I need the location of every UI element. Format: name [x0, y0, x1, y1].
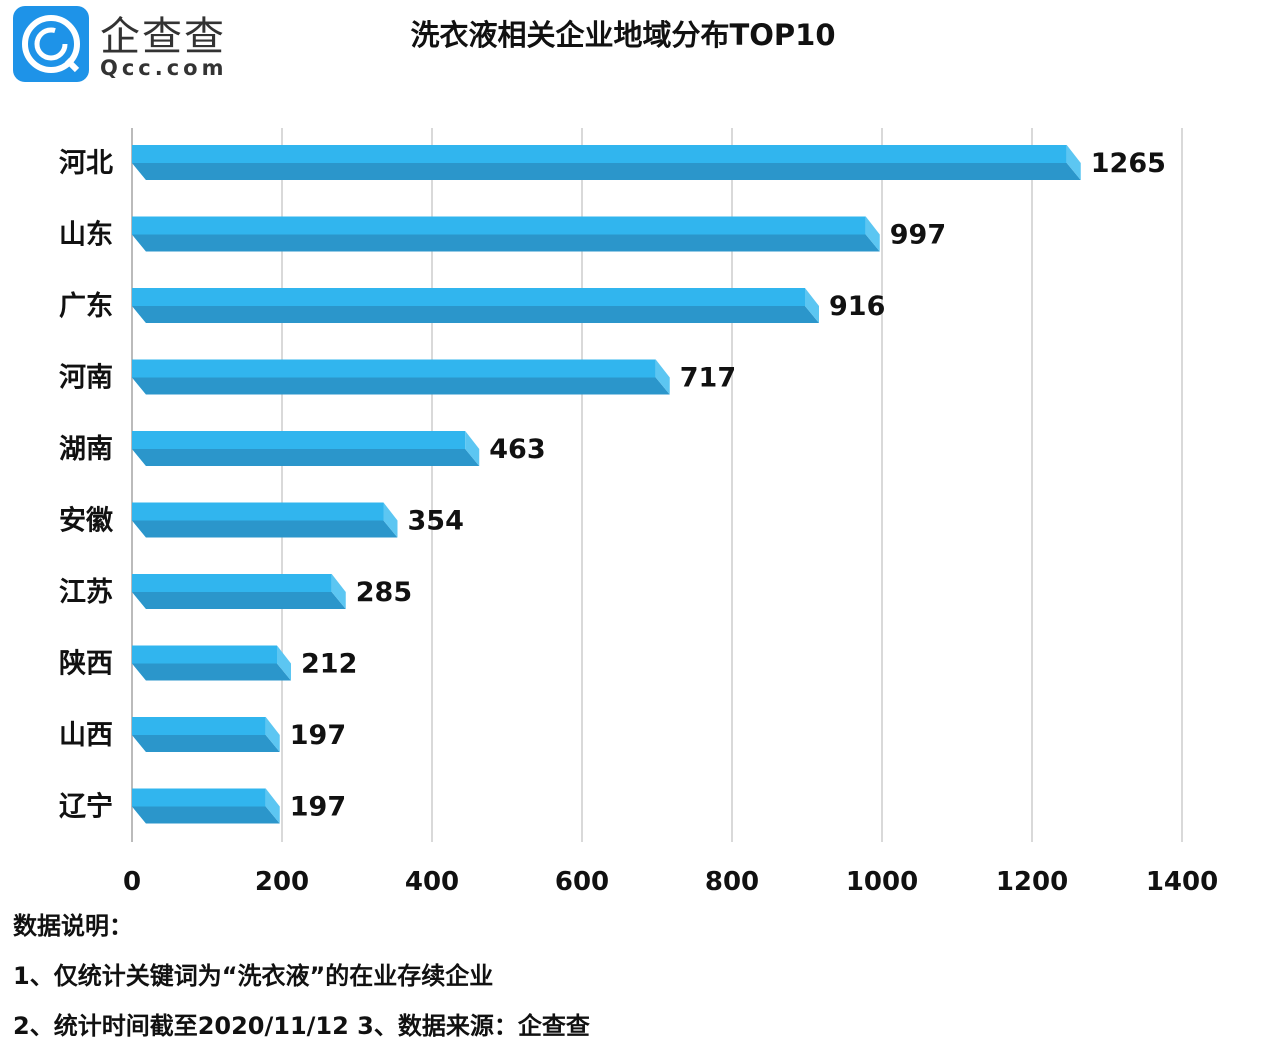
- category-label: 江苏: [59, 577, 113, 608]
- bar-bottom: [132, 806, 280, 824]
- data-label: 997: [890, 220, 946, 251]
- bar-end: [265, 788, 280, 824]
- category-label: 河北: [59, 148, 113, 179]
- x-tick-label: 0: [123, 867, 141, 897]
- bar-end: [805, 288, 819, 323]
- data-label: 916: [829, 291, 885, 322]
- bar-chart: 0 200 400 600 800 1000 1200 1400 河北 1265 山东 997 广东 91…: [59, 128, 1218, 897]
- data-label: 197: [290, 792, 346, 823]
- category-label: 安徽: [59, 506, 114, 537]
- bar-end: [655, 359, 670, 395]
- bar-bottom: [132, 520, 398, 538]
- bar-end: [277, 645, 291, 681]
- note-2: 2、统计时间截至2020/11/12 3、数据来源：企查查: [13, 1012, 590, 1040]
- bar-end: [465, 431, 480, 466]
- note-heading: 数据说明：: [13, 912, 133, 940]
- x-tick-label: 400: [405, 867, 459, 897]
- logo-text-cn: 企查查: [100, 14, 226, 60]
- bar-bottom: [132, 663, 291, 681]
- bar-end: [265, 717, 280, 752]
- bar-bottom: [132, 306, 819, 323]
- bar-end: [331, 574, 346, 609]
- bar-bottom: [132, 163, 1081, 180]
- note-1: 1、仅统计关键词为“洗衣液”的在业存续企业: [13, 962, 494, 990]
- category-label: 湖南: [59, 434, 113, 465]
- bar-bottom: [132, 234, 880, 252]
- category-label: 河南: [59, 363, 113, 394]
- bar-bottom: [132, 592, 346, 609]
- x-tick-label: 600: [555, 867, 609, 897]
- x-tick-label: 200: [255, 867, 309, 897]
- bar-bottom: [132, 735, 280, 752]
- category-label: 广东: [59, 290, 113, 322]
- bar-bottom: [132, 377, 670, 395]
- x-tick-label: 800: [705, 867, 759, 897]
- data-label: 285: [356, 577, 412, 608]
- category-label: 山西: [59, 720, 113, 751]
- data-label: 1265: [1091, 148, 1166, 179]
- x-tick-label: 1200: [996, 867, 1068, 897]
- data-label: 354: [408, 506, 464, 537]
- data-label: 463: [489, 434, 545, 465]
- qcc-logo-icon: [13, 6, 89, 82]
- category-label: 辽宁: [59, 791, 113, 823]
- bar-bottom: [132, 449, 480, 466]
- bar-end: [1066, 145, 1081, 180]
- x-tick-label: 1400: [1146, 867, 1218, 897]
- bar-end: [865, 216, 880, 252]
- chart-title: 洗衣液相关企业地域分布TOP10: [410, 18, 836, 52]
- data-label: 717: [680, 363, 736, 394]
- x-tick-label: 1000: [846, 867, 918, 897]
- logo-text-en: Qcc.com: [100, 56, 228, 80]
- category-label: 山东: [59, 219, 113, 251]
- category-label: 陕西: [59, 649, 113, 680]
- bar-end: [383, 502, 398, 538]
- data-label: 197: [290, 720, 346, 751]
- data-label: 212: [301, 649, 357, 680]
